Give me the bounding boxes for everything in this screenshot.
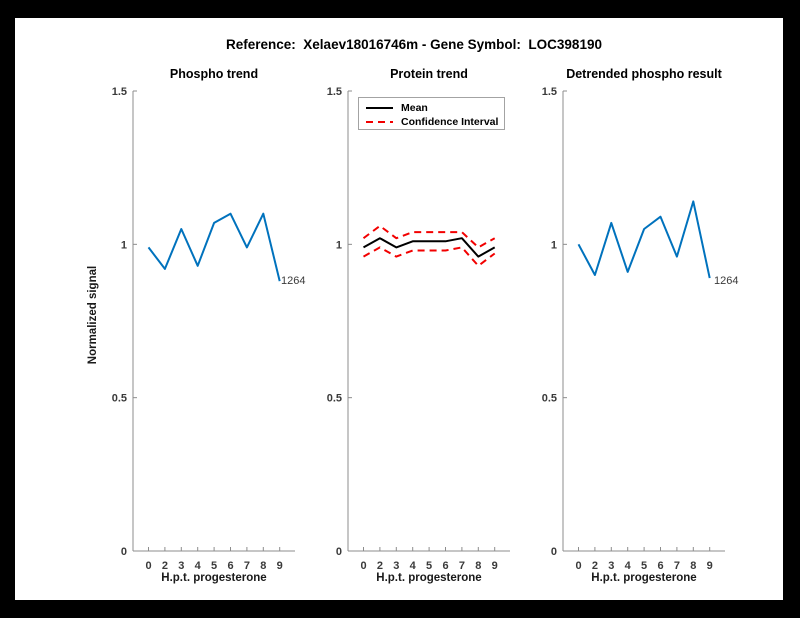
legend-box: Mean Confidence Interval <box>358 97 505 130</box>
x-tick-label: 0 <box>145 560 151 572</box>
y-tick-label: 0.5 <box>542 393 557 405</box>
x-tick-label: 5 <box>211 560 217 572</box>
x-tick-label: 0 <box>575 560 581 572</box>
x-tick-label: 4 <box>410 560 417 572</box>
x-tick-label: 4 <box>625 560 632 572</box>
x-tick-label: 5 <box>641 560 647 572</box>
x-tick-label: 3 <box>393 560 399 572</box>
phospho-end-label: 1264 <box>281 275 306 287</box>
confidence-interval-upper-line <box>362 224 496 249</box>
x-tick-label: 3 <box>178 560 184 572</box>
x-tick-label: 2 <box>592 560 598 572</box>
x-axis-label-detrended: H.p.t. progesterone <box>591 572 697 584</box>
y-tick-label: 1.5 <box>112 86 127 98</box>
detrended-end-label: 1264 <box>714 275 739 287</box>
y-tick-label: 0.5 <box>112 393 127 405</box>
x-tick-label: 7 <box>459 560 465 572</box>
legend-item-confidence-interval: Confidence Interval <box>359 115 504 129</box>
x-tick-label: 4 <box>195 560 202 572</box>
x-tick-label: 3 <box>608 560 614 572</box>
mean-line-sample <box>366 107 393 109</box>
subplot-protein-title: Protein trend <box>390 67 468 81</box>
legend-label-confidence-interval: Confidence Interval <box>401 116 499 128</box>
phospho-signal-line <box>147 212 281 282</box>
x-tick-label: 5 <box>426 560 432 572</box>
y-tick-label: 0.5 <box>327 393 342 405</box>
x-tick-label: 0 <box>360 560 366 572</box>
y-tick-label: 1.5 <box>542 86 557 98</box>
y-tick-label: 1 <box>336 239 342 251</box>
protein-trend-plot: 00.511.50 2 3 4 5 6 7 8 9 <box>327 86 510 572</box>
x-tick-label: 7 <box>244 560 250 572</box>
x-tick-label: 2 <box>162 560 168 572</box>
x-tick-label: 9 <box>492 560 498 572</box>
figure-title: Reference: Xelaev18016746m - Gene Symbol… <box>226 37 602 52</box>
ci-line-sample <box>366 121 393 123</box>
y-tick-label: 0 <box>121 546 127 558</box>
detrended-phospho-signal-line <box>577 200 711 279</box>
legend-item-mean: Mean <box>359 101 504 115</box>
x-tick-label: 8 <box>690 560 696 572</box>
detrended-phospho-plot: 00.511.50 2 3 4 5 6 7 8 9 <box>542 86 725 572</box>
y-tick-label: 1 <box>551 239 557 251</box>
x-tick-label: 6 <box>227 560 233 572</box>
x-axis-label-phospho: H.p.t. progesterone <box>161 572 267 584</box>
subplot-phospho-title: Phospho trend <box>169 67 259 81</box>
figure-canvas: Reference: Xelaev18016746m - Gene Symbol… <box>15 18 783 600</box>
y-tick-label: 1 <box>121 239 127 251</box>
x-tick-label: 8 <box>475 560 481 572</box>
x-tick-label: 2 <box>377 560 383 572</box>
x-axis-label-protein: H.p.t. progesterone <box>376 572 482 584</box>
legend-label-mean: Mean <box>401 102 428 114</box>
phospho-trend-plot: 00.511.50 2 3 4 5 6 7 8 9 <box>112 86 295 572</box>
x-tick-label: 9 <box>707 560 713 572</box>
x-tick-label: 6 <box>442 560 448 572</box>
confidence-interval-lower-line <box>363 246 496 267</box>
y-tick-label: 1.5 <box>327 86 342 98</box>
x-tick-label: 6 <box>657 560 663 572</box>
mean-line <box>363 237 496 258</box>
subplot-detrended-title: Detrended phospho result <box>566 67 722 81</box>
y-tick-label: 0 <box>336 546 342 558</box>
y-tick-label: 0 <box>551 546 557 558</box>
x-tick-label: 9 <box>277 560 283 572</box>
x-tick-label: 8 <box>260 560 266 572</box>
x-tick-label: 7 <box>674 560 680 572</box>
